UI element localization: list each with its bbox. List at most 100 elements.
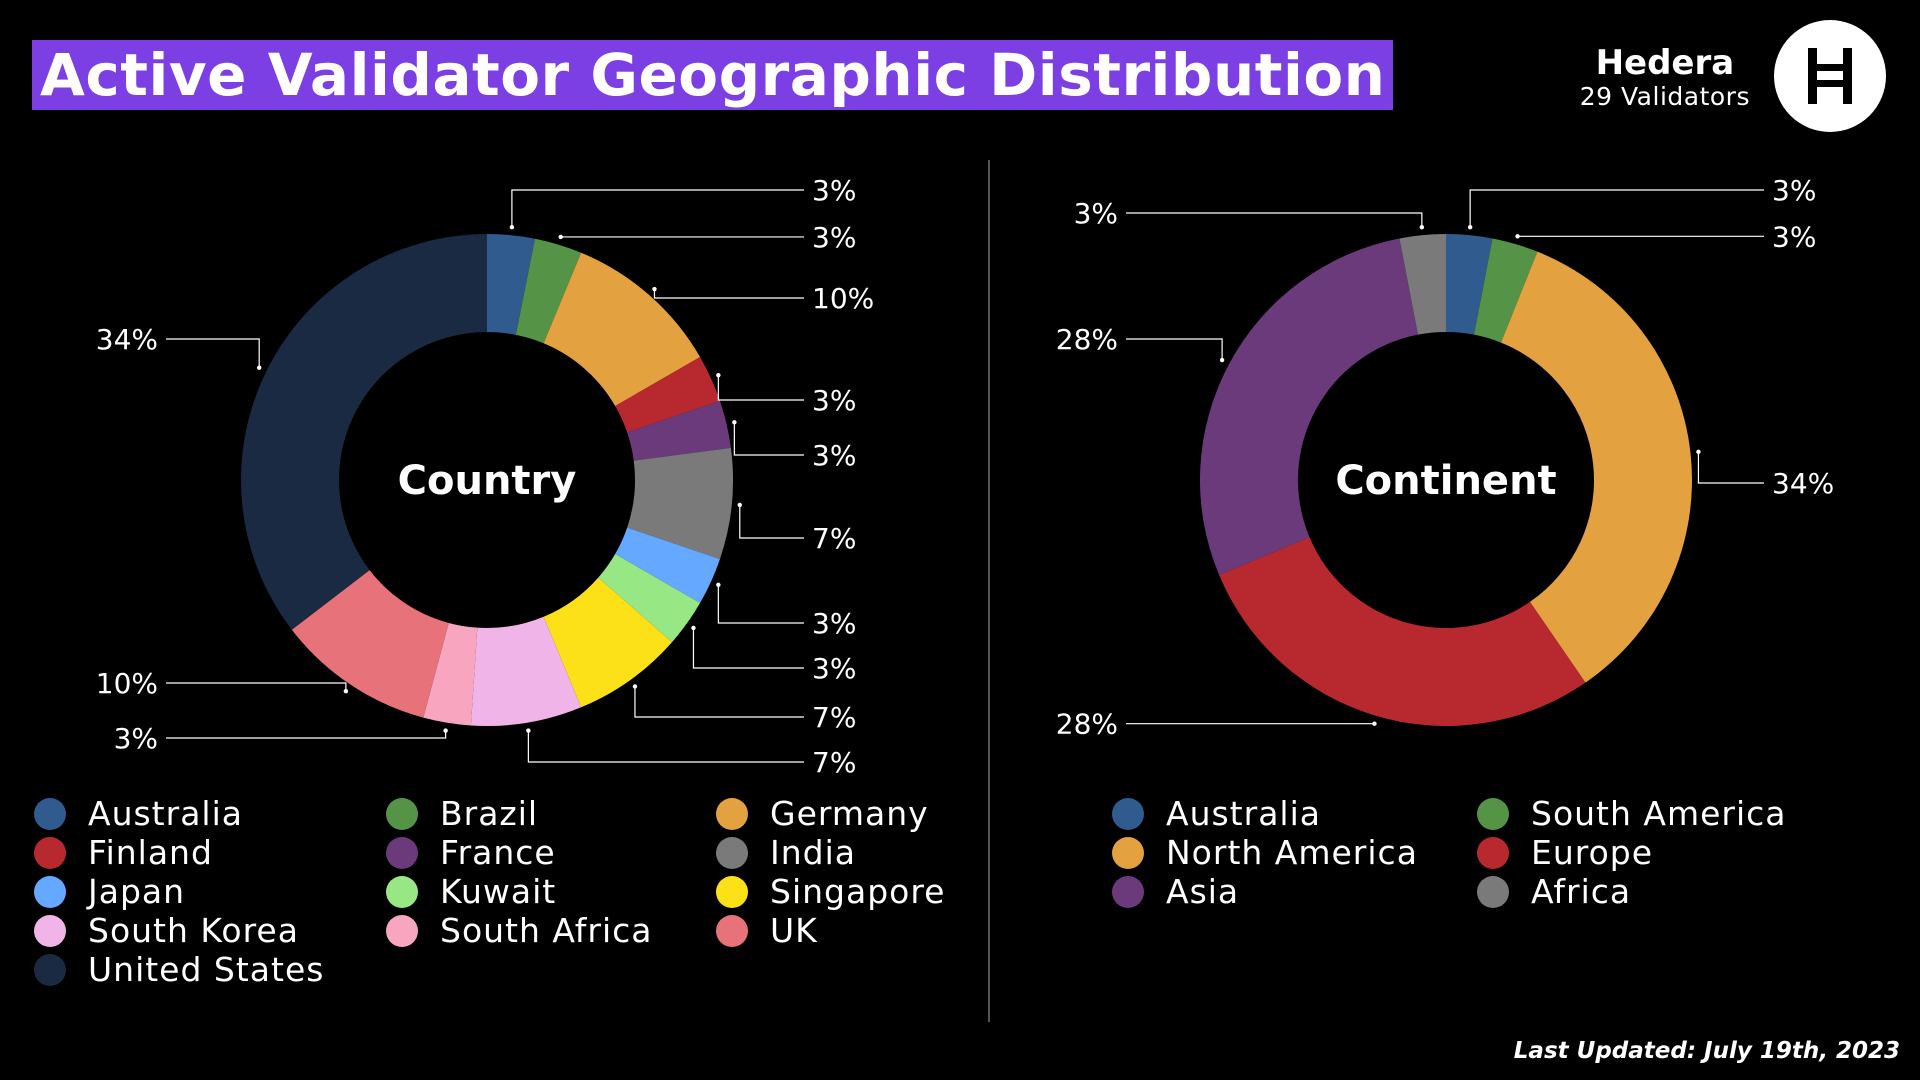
legend-label: France xyxy=(440,833,556,872)
leader-dot-india xyxy=(737,502,742,508)
slice-australia xyxy=(487,234,535,335)
hedera-logo xyxy=(1774,20,1886,132)
data-label-singapore: 7% xyxy=(812,701,856,734)
legend-item-continent-north-america: North America xyxy=(1112,833,1418,872)
data-label-europe: 28% xyxy=(1056,708,1118,741)
leader-dot-australia xyxy=(1467,224,1473,230)
legend-item-continent-europe: Europe xyxy=(1477,833,1653,872)
legend-item-country-united-states: United States xyxy=(34,950,324,989)
legend-item-country-france: France xyxy=(386,833,556,872)
legend-item-country-south-korea: South Korea xyxy=(34,911,299,950)
leader-dot-japan xyxy=(716,582,721,588)
legend-swatch xyxy=(386,797,418,830)
leader-line-france xyxy=(733,422,804,456)
slice-germany xyxy=(543,252,701,406)
legend-item-country-japan: Japan xyxy=(34,872,185,911)
legend-label: Singapore xyxy=(770,872,946,911)
legend-label: Finland xyxy=(88,833,213,872)
slice-africa xyxy=(1399,234,1446,335)
slice-united-states xyxy=(240,234,487,630)
legend-swatch xyxy=(716,914,748,947)
brand-name: Hedera xyxy=(1595,43,1735,83)
legend-item-country-finland: Finland xyxy=(34,833,213,872)
legend-label: South Africa xyxy=(440,911,653,950)
legend-swatch xyxy=(34,836,66,869)
slice-europe xyxy=(1219,537,1586,726)
leader-dot-france xyxy=(732,420,737,425)
legend-swatch xyxy=(716,836,748,869)
leader-line-africa xyxy=(1126,212,1423,228)
data-label-brazil: 3% xyxy=(812,221,856,254)
leader-dot-south-america xyxy=(1515,234,1520,239)
title-banner: Active Validator Geographic Distribution xyxy=(32,40,1394,110)
page-title: Active Validator Geographic Distribution xyxy=(40,41,1386,109)
brand-block: Hedera 29 Validators xyxy=(1580,44,1750,112)
data-label-south-korea: 7% xyxy=(812,746,856,779)
slice-south-america xyxy=(1474,238,1538,343)
slice-south-africa xyxy=(423,622,478,726)
leader-dot-africa xyxy=(1419,224,1425,230)
donut-continent: 3% 3% 34% 28% 28% 3% Continent xyxy=(1056,174,1834,741)
leader-dot-kuwait xyxy=(691,625,696,631)
legend-swatch xyxy=(1477,836,1509,869)
chart-divider xyxy=(988,160,990,1022)
legend-label: India xyxy=(770,833,856,872)
data-label-united-states: 34% xyxy=(96,323,158,356)
slice-australia xyxy=(1446,234,1493,335)
legend-swatch xyxy=(386,914,418,947)
data-label-germany: 10% xyxy=(812,282,874,315)
legend-label: Japan xyxy=(88,872,186,911)
leader-line-finland xyxy=(717,375,804,401)
legend-swatch xyxy=(1477,797,1509,830)
legend-item-country-kuwait: Kuwait xyxy=(386,872,556,911)
legend-item-country-germany: Germany xyxy=(716,794,929,833)
legend-label: Africa xyxy=(1531,872,1632,911)
leader-line-united-states xyxy=(166,338,260,368)
leader-dot-south-korea xyxy=(526,728,531,733)
legend-item-country-india: India xyxy=(716,833,856,872)
data-label-africa: 3% xyxy=(1074,197,1118,230)
center-label-continent: Continent xyxy=(1335,458,1556,504)
data-label-asia: 28% xyxy=(1056,323,1118,356)
leader-line-south-africa xyxy=(166,730,447,739)
legend-item-country-brazil: Brazil xyxy=(386,794,538,833)
slice-asia xyxy=(1200,238,1418,576)
legend-label: Kuwait xyxy=(440,872,557,911)
data-label-south-africa: 3% xyxy=(114,722,158,755)
legend-swatch xyxy=(34,953,66,986)
legend-item-country-australia: Australia xyxy=(34,794,243,833)
slice-japan xyxy=(615,527,720,603)
legend-label: UK xyxy=(770,911,818,950)
leader-dot-australia xyxy=(509,225,515,230)
leader-dot-germany xyxy=(652,286,657,292)
slice-south-korea xyxy=(470,616,582,726)
leader-dot-europe xyxy=(1372,721,1377,726)
data-label-finland: 3% xyxy=(812,384,856,417)
last-updated: Last Updated: July 19th, 2023 xyxy=(1513,1038,1900,1064)
leader-line-australia xyxy=(511,189,804,228)
slice-brazil xyxy=(515,238,582,344)
data-label-japan: 3% xyxy=(812,607,856,640)
legend-swatch xyxy=(386,836,418,869)
data-label-australia: 3% xyxy=(1772,174,1816,207)
leader-dot-finland xyxy=(716,372,721,378)
data-label-uk: 10% xyxy=(96,667,158,700)
legend-label: South America xyxy=(1531,794,1787,833)
legend-label: South Korea xyxy=(88,911,299,950)
legend-label: Australia xyxy=(1166,794,1321,833)
slice-india xyxy=(627,447,733,560)
leader-line-north-america xyxy=(1697,451,1764,484)
leader-line-india xyxy=(739,504,804,539)
legend-swatch xyxy=(1112,797,1144,830)
leader-line-south-korea xyxy=(527,730,804,763)
leader-line-singapore xyxy=(634,686,804,718)
legend-item-continent-asia: Asia xyxy=(1112,872,1239,911)
legend-swatch xyxy=(1477,875,1509,908)
slice-france xyxy=(627,400,731,461)
leader-dot-asia xyxy=(1219,357,1225,363)
leader-dot-north-america xyxy=(1696,449,1701,455)
leader-line-asia xyxy=(1126,338,1223,361)
slice-north-america xyxy=(1501,251,1692,683)
leader-dot-singapore xyxy=(632,684,638,689)
